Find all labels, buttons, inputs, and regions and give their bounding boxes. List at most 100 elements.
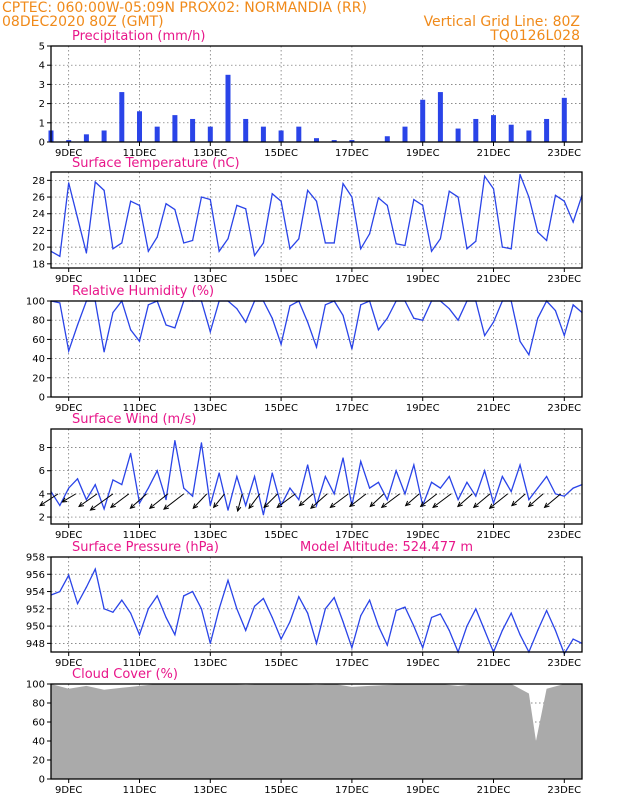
precip-bar xyxy=(402,126,408,142)
wind-point xyxy=(271,472,273,474)
rh-point xyxy=(563,334,565,337)
pres-point xyxy=(448,629,450,632)
pres-point xyxy=(386,644,388,646)
rh-point xyxy=(138,340,141,342)
wind-arrow-head xyxy=(472,502,479,509)
cloud-xtick-label: 9DEC xyxy=(55,785,82,796)
pres-point xyxy=(439,613,441,615)
precip-bar xyxy=(526,130,532,142)
wind-point xyxy=(218,472,220,474)
temp-point xyxy=(501,246,503,248)
wind-point xyxy=(501,475,503,478)
temp-point xyxy=(484,175,486,177)
temp-line xyxy=(50,174,583,258)
pres-point xyxy=(236,608,238,610)
wind-point xyxy=(439,487,441,489)
wind-ytick-label: 6 xyxy=(39,466,45,477)
rh-point xyxy=(130,329,132,331)
cloud-ytick-label: 40 xyxy=(32,737,45,748)
precip-bar xyxy=(314,138,319,142)
wind-arrow-shaft xyxy=(39,493,59,506)
precip-bar xyxy=(225,74,231,142)
pres-point xyxy=(280,638,282,640)
temp-ytick-label: 22 xyxy=(32,226,45,237)
pres-point xyxy=(147,608,149,610)
pres-point xyxy=(315,642,318,644)
wind-arrow-head xyxy=(510,500,517,507)
wind-point xyxy=(430,481,433,483)
precip-xtick-label: 11DEC xyxy=(123,148,157,159)
pres-point xyxy=(475,608,477,610)
precip-xtick-label: 23DEC xyxy=(547,148,581,159)
temp-xtick-label: 23DEC xyxy=(547,274,581,285)
precip-xtick-label: 19DEC xyxy=(406,148,440,159)
wind-arrow-head xyxy=(488,503,495,509)
wind-point xyxy=(130,452,132,454)
pres-point xyxy=(253,605,256,607)
precip-bar xyxy=(544,118,550,142)
wind-point xyxy=(68,487,70,489)
wind-arrow-shaft xyxy=(299,493,314,506)
wind-point xyxy=(395,470,397,472)
temp-ytick-label: 26 xyxy=(32,193,45,204)
rh-point xyxy=(351,348,353,350)
wind-arrow-shaft xyxy=(237,493,243,512)
temp-xtick-label: 11DEC xyxy=(123,274,157,285)
wind-point xyxy=(192,495,194,497)
pres-point xyxy=(245,629,247,632)
temp-point xyxy=(183,242,185,244)
rh-point xyxy=(457,319,459,321)
wind-point xyxy=(59,504,61,507)
wind-arrow-head xyxy=(109,502,116,509)
wind-point xyxy=(112,479,114,481)
wind-arrow-head xyxy=(432,502,439,509)
temp-point xyxy=(546,239,548,242)
pres-ytick-label: 952 xyxy=(26,604,45,615)
wind-arrow-head xyxy=(89,505,96,511)
pres-point xyxy=(324,608,326,610)
pres-ytick-label: 958 xyxy=(26,553,45,564)
wind-point xyxy=(457,499,459,501)
precip-ytick-label: 2 xyxy=(39,99,45,110)
pres-point xyxy=(413,625,415,627)
pres-point xyxy=(537,629,539,632)
pres-point xyxy=(298,596,300,598)
wind-arrow-head xyxy=(369,501,376,508)
pres-point xyxy=(130,612,132,614)
rh-point xyxy=(377,329,380,331)
wind-arrow-shaft xyxy=(192,493,208,509)
wind-point xyxy=(572,487,574,489)
wind-arrow-shaft xyxy=(149,493,169,509)
temp-point xyxy=(404,244,406,247)
wind-arrow-shaft xyxy=(276,493,296,508)
precip-bar xyxy=(437,92,443,142)
pres-line xyxy=(50,567,583,656)
wind-point xyxy=(546,475,548,478)
temp-point xyxy=(289,248,291,250)
temp-point xyxy=(298,238,300,240)
temp-point xyxy=(156,236,158,238)
wind-point xyxy=(298,499,300,501)
pres-point xyxy=(271,616,273,619)
wind-xtick-label: 11DEC xyxy=(123,530,157,541)
pres-point xyxy=(572,638,574,640)
temp-point xyxy=(307,189,309,191)
rh-point xyxy=(76,324,79,326)
temp-point xyxy=(227,238,229,240)
pres-frame xyxy=(50,556,583,653)
precip-bar xyxy=(561,97,567,142)
wind-point xyxy=(200,442,203,444)
rh-point xyxy=(360,304,362,306)
wind-arrow-head xyxy=(192,503,199,510)
pres-point xyxy=(307,612,309,614)
rh-point xyxy=(245,321,247,323)
temp-point xyxy=(510,248,512,250)
rh-point xyxy=(174,327,176,329)
pres-point xyxy=(94,568,96,570)
pres-point xyxy=(519,634,521,636)
pres-point xyxy=(369,599,371,601)
rh-ytick-label: 60 xyxy=(32,335,45,346)
temp-point xyxy=(369,233,371,235)
pres-point xyxy=(138,634,141,636)
wind-arrow-shaft xyxy=(457,493,473,507)
